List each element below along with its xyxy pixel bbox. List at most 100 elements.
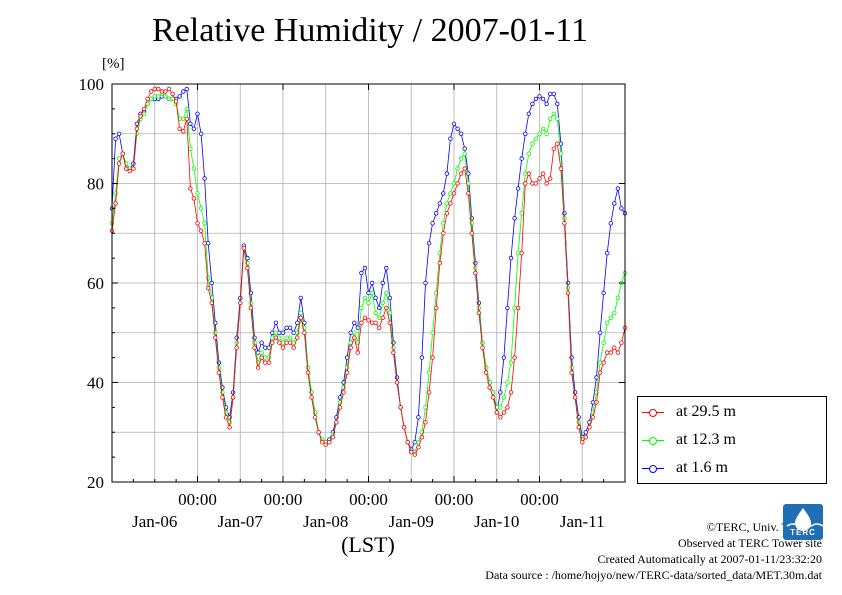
data-point — [498, 390, 503, 395]
data-point — [184, 86, 189, 92]
data-point — [605, 350, 610, 355]
data-point — [230, 395, 236, 400]
data-point — [295, 335, 300, 340]
data-point — [359, 305, 364, 311]
data-point — [444, 211, 450, 216]
data-point — [597, 360, 603, 365]
data-point — [405, 440, 410, 445]
data-point — [380, 280, 385, 286]
data-point — [526, 111, 531, 116]
data-point — [508, 360, 514, 365]
data-point — [302, 330, 307, 335]
data-point — [430, 221, 435, 226]
data-point — [141, 106, 147, 112]
data-point — [202, 176, 207, 181]
copyright-text: ©TERC, Univ. Tsukuba — [706, 520, 822, 534]
data-point — [615, 186, 621, 191]
data-point — [352, 330, 357, 335]
data-point — [469, 231, 474, 236]
data-point — [558, 151, 564, 156]
data-point — [605, 250, 610, 256]
data-point — [483, 370, 489, 375]
data-point — [587, 425, 592, 430]
data-point — [505, 380, 510, 385]
data-point — [152, 94, 157, 99]
x-axis-label: (LST) — [341, 532, 395, 557]
data-point — [548, 176, 553, 181]
data-point — [569, 370, 574, 375]
data-point — [184, 106, 189, 112]
data-point — [416, 415, 421, 420]
data-point — [451, 121, 457, 126]
data-point — [505, 405, 510, 410]
data-point — [540, 96, 546, 102]
data-point — [273, 330, 279, 335]
data-point — [455, 181, 460, 186]
y-tick-label: 60 — [87, 274, 104, 293]
data-point — [601, 340, 606, 345]
data-point — [191, 166, 197, 171]
data-point — [152, 86, 157, 92]
data-point — [252, 345, 257, 350]
data-point — [530, 101, 535, 107]
series-at-29-5-m — [109, 86, 628, 457]
data-point — [473, 270, 478, 276]
data-point — [145, 96, 150, 102]
data-point — [576, 420, 581, 425]
data-point — [491, 395, 496, 400]
data-point — [359, 320, 364, 325]
data-point — [148, 96, 154, 102]
data-point — [373, 310, 378, 316]
data-point — [548, 116, 553, 121]
data-point — [348, 345, 353, 350]
data-point — [391, 350, 396, 355]
data-point — [412, 440, 417, 445]
data-point — [533, 136, 539, 141]
data-point — [191, 196, 197, 201]
data-point — [188, 186, 193, 191]
data-point — [198, 206, 204, 211]
data-point — [384, 305, 389, 311]
data-point — [166, 86, 172, 92]
data-point — [558, 166, 564, 171]
data-point — [284, 340, 289, 345]
data-point — [519, 156, 524, 161]
data-point — [448, 136, 453, 141]
data-point — [156, 86, 161, 92]
data-point — [515, 186, 521, 191]
data-point — [498, 405, 503, 410]
data-point — [597, 330, 603, 335]
data-point — [612, 201, 617, 206]
data-point — [555, 101, 560, 107]
chart-title: Relative Humidity / 2007-01-11 — [152, 12, 588, 49]
data-point — [519, 211, 524, 216]
data-point — [259, 340, 264, 345]
data-point — [387, 310, 393, 316]
data-point — [494, 410, 499, 415]
series-at-1-6-m — [109, 86, 628, 452]
data-point — [615, 295, 621, 301]
data-point — [227, 425, 232, 430]
data-point — [576, 425, 581, 430]
data-point — [120, 151, 125, 156]
data-point — [426, 390, 432, 395]
data-point — [334, 420, 339, 425]
data-point — [156, 94, 161, 99]
data-point — [291, 345, 296, 350]
data-point — [412, 452, 417, 457]
data-point — [209, 300, 214, 306]
data-point — [359, 270, 364, 276]
legend-swatch-marker — [649, 437, 657, 445]
data-point — [280, 340, 286, 345]
data-point — [612, 310, 617, 316]
data-point — [583, 435, 588, 440]
data-point — [423, 280, 428, 286]
x-day-label: Jan-06 — [132, 512, 177, 531]
data-point — [223, 415, 229, 420]
legend: at 29.5 m at 12.3 m at 1.6 m — [637, 396, 827, 484]
data-point — [348, 330, 353, 335]
data-point — [619, 206, 624, 211]
data-point — [181, 116, 186, 121]
legend-label: at 1.6 m — [676, 459, 728, 476]
